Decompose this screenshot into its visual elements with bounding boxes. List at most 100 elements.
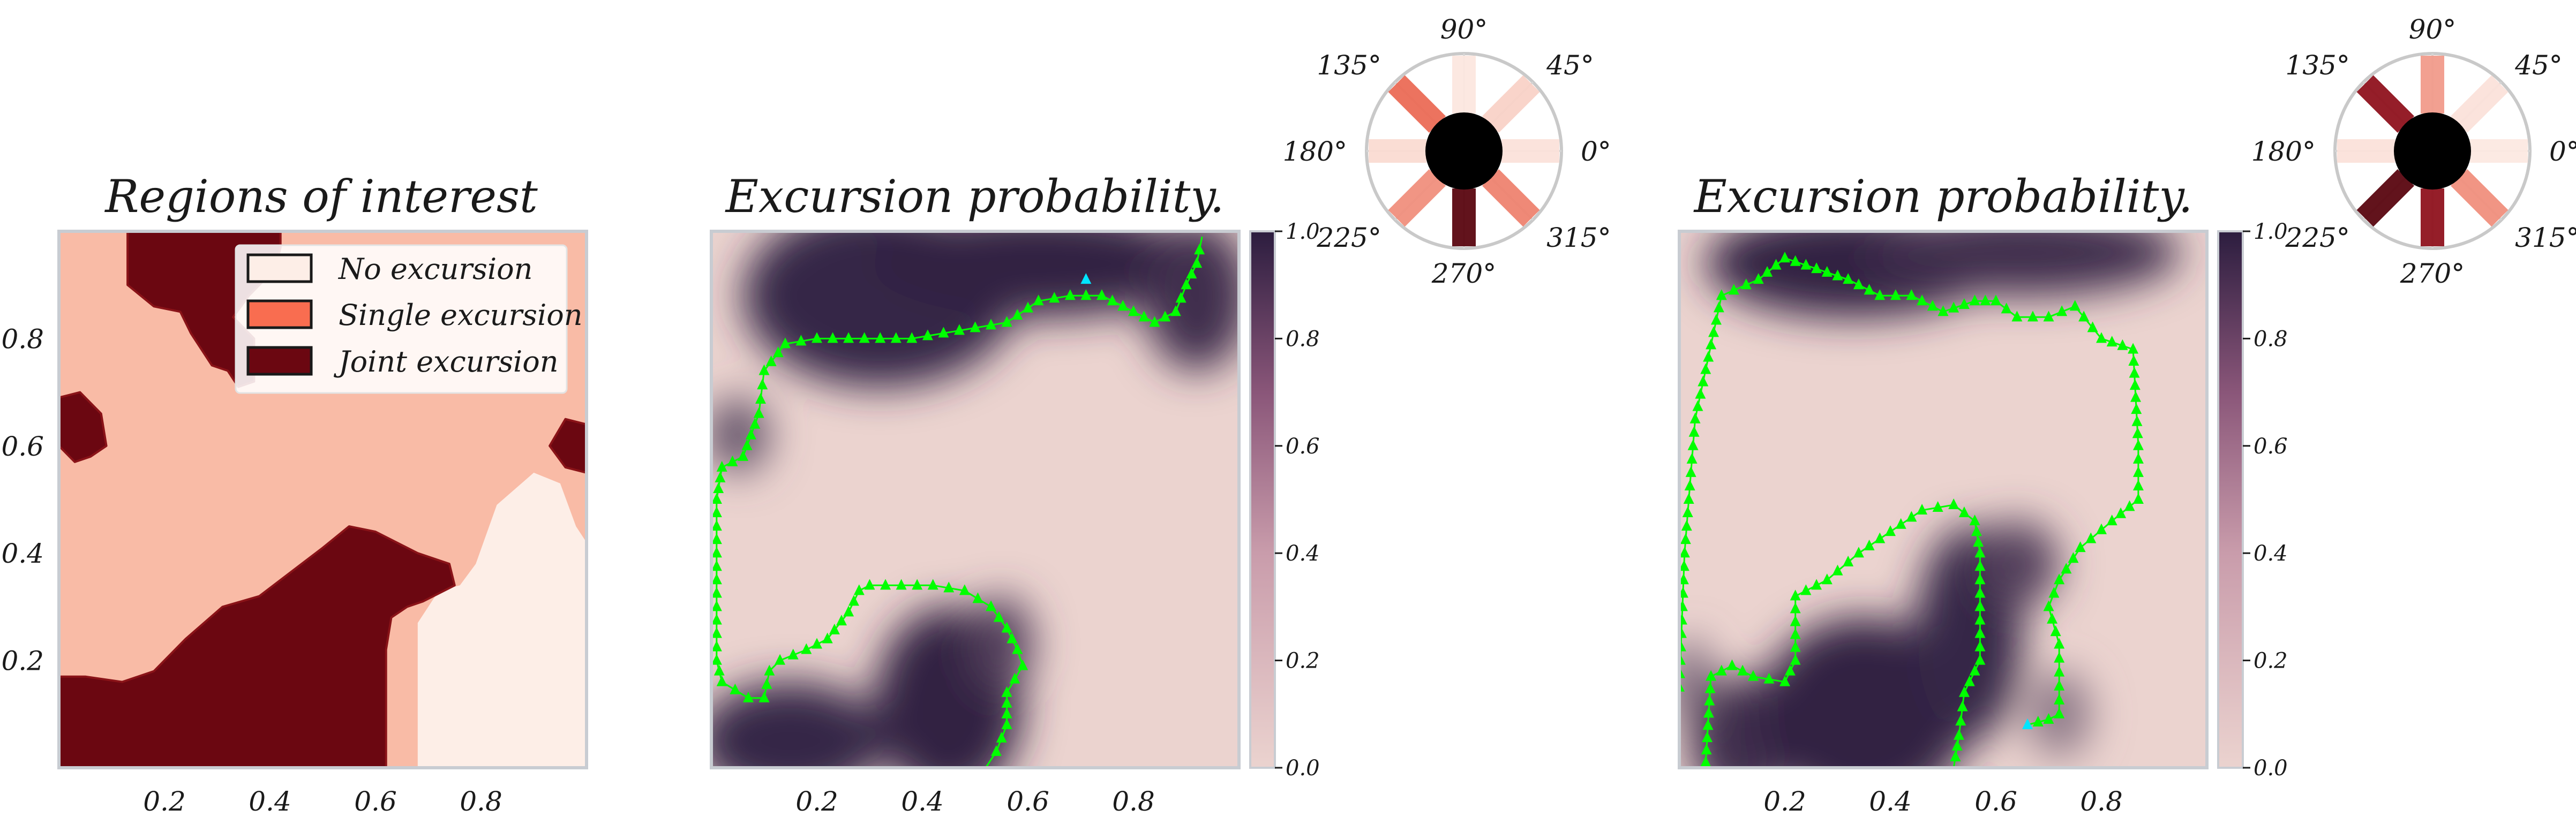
contour-marker	[1695, 388, 1706, 399]
contour-marker	[1974, 654, 1986, 665]
contour-marker	[753, 407, 764, 418]
contour-marker	[1948, 301, 1959, 313]
contour-marker	[875, 332, 886, 343]
contour-marker	[1703, 351, 1714, 362]
contour-marker	[1001, 686, 1012, 697]
contour-marker	[1684, 479, 1695, 490]
contour-marker	[1811, 262, 1822, 274]
contour-marker	[1821, 573, 1833, 585]
contour-marker	[2061, 563, 2072, 574]
contour-marker	[1708, 326, 1719, 337]
contour-marker	[2001, 302, 2012, 314]
contour-marker	[1138, 311, 1150, 322]
probability-heatmap-2	[1679, 231, 2207, 768]
polar-angle-label: 135°	[2285, 50, 2349, 81]
polar-angle-label: 315°	[2515, 222, 2576, 253]
colorbar-tick-label: 0.2	[2254, 649, 2288, 674]
contour-marker	[812, 638, 822, 649]
contour-marker	[711, 493, 722, 504]
contour-marker	[1012, 643, 1023, 654]
panel1-x-tick-label: 0.6	[354, 786, 397, 817]
contour-marker	[990, 745, 1002, 756]
contour-marker	[2129, 367, 2140, 378]
contour-marker	[742, 691, 754, 702]
contour-marker	[1117, 300, 1129, 311]
contour-marker	[829, 623, 840, 634]
contour-marker	[2054, 652, 2065, 663]
contour-marker	[730, 683, 741, 694]
contour-marker	[1951, 739, 1963, 751]
contour-marker	[1700, 755, 1711, 767]
contour-marker	[1049, 292, 1060, 303]
contour-marker	[1974, 600, 1986, 611]
contour-marker	[1800, 584, 1812, 595]
contour-marker	[1790, 641, 1801, 652]
panel1-x-tick-label: 0.4	[249, 786, 291, 817]
contour-marker	[1969, 515, 1980, 526]
contour-marker	[1001, 622, 1012, 633]
polar-angle-label: 90°	[1440, 14, 1488, 45]
panel3-title: Excursion probability.	[1693, 170, 2193, 223]
panel-regions-of-interest: Regions of interest 0.2 0.4 0.6 0.8 0.20.40…	[1, 170, 588, 817]
contour-marker	[859, 332, 870, 343]
contour-marker	[2106, 515, 2117, 526]
colorbar-2: 0.0 0.2 0.4 0.6 0.8 1.0	[2217, 220, 2288, 781]
contour-marker	[2124, 500, 2135, 511]
sample-point-marker	[1080, 273, 1092, 284]
contour-marker	[1864, 284, 1875, 295]
panel2-x-ticks: 0.2 0.4 0.6 0.8	[795, 786, 1155, 817]
polar-angle-label: 315°	[1546, 222, 1611, 253]
contour-marker	[711, 587, 722, 598]
contour-marker	[1974, 547, 1986, 558]
joint-excursion-region	[549, 418, 587, 474]
contour-marker	[1702, 719, 1714, 730]
panel1-x-ticks: 0.2 0.4 0.6 0.8	[143, 786, 502, 817]
contour-marker	[996, 731, 1007, 743]
contour-marker	[2050, 625, 2061, 637]
contour-marker	[772, 346, 784, 358]
contour-marker	[2096, 523, 2107, 534]
contour-marker	[1890, 289, 1901, 300]
contour-marker	[812, 332, 822, 343]
contour-marker	[2096, 332, 2107, 343]
panel1-y-tick-label: 0.8	[1, 323, 44, 354]
panel1-title: Regions of interest	[104, 170, 538, 223]
contour-marker	[1692, 400, 1703, 411]
polar-bar	[1388, 169, 1446, 227]
colorbar-tick-label: 0.0	[2254, 756, 2288, 781]
contour-marker	[2132, 427, 2143, 438]
contour-marker	[1009, 672, 1020, 684]
contour-marker	[2132, 439, 2144, 450]
contour-marker	[1790, 589, 1801, 601]
contour-marker	[1698, 375, 1709, 387]
contour-marker	[1974, 560, 1986, 571]
contour-marker	[711, 627, 722, 638]
contour-marker	[890, 332, 902, 343]
contour-marker	[2128, 343, 2139, 354]
polar-bar	[1388, 75, 1446, 133]
contour-marker	[1821, 266, 1833, 277]
contour-marker	[1710, 314, 1722, 325]
contour-marker	[1716, 289, 1727, 300]
contour-marker	[864, 579, 875, 590]
contour-marker	[1974, 640, 1986, 652]
contour-marker	[1937, 305, 1949, 316]
high-probability-blob	[711, 682, 885, 768]
contour-marker	[1885, 525, 1896, 536]
polar-bar	[1482, 75, 1540, 133]
contour-marker	[1706, 670, 1717, 681]
polar-inset-2: 0° 45° 90° 135° 180° 225° 270° 315°	[2251, 14, 2576, 289]
contour-marker	[1832, 564, 1843, 576]
contour-marker	[1969, 294, 1980, 306]
contour-marker	[1706, 338, 1717, 350]
polar-bar	[2421, 56, 2444, 114]
panel3-x-tick-label: 0.4	[1869, 786, 1912, 817]
contour-marker	[1747, 670, 1759, 681]
contour-marker	[2085, 532, 2097, 543]
contour-marker	[1974, 573, 1986, 585]
contour-marker	[1958, 298, 1970, 309]
contour-marker	[1007, 632, 1018, 644]
contour-marker	[1128, 305, 1139, 316]
contour-marker	[758, 691, 770, 702]
contour-marker	[765, 355, 777, 366]
